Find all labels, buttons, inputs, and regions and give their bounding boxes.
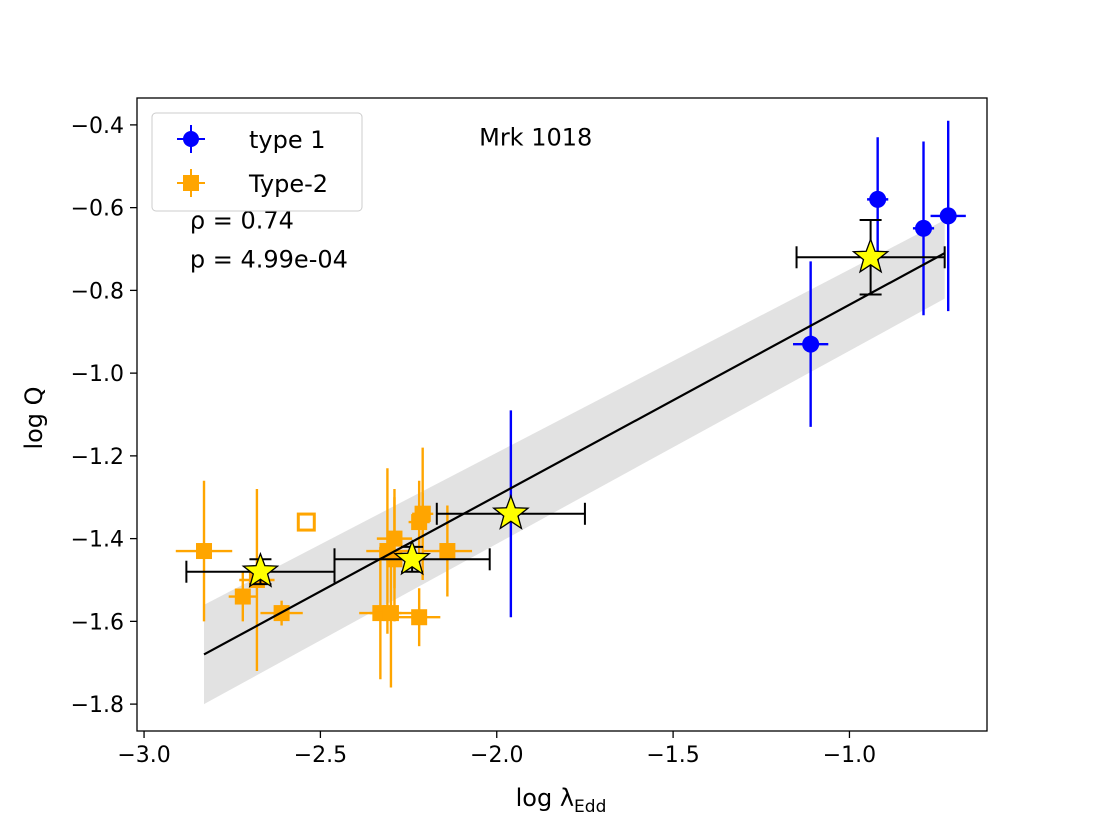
data-point-star <box>795 219 946 296</box>
data-point-marker <box>491 493 530 530</box>
data-point-marker <box>411 609 428 626</box>
data-point-marker <box>915 219 933 237</box>
x-tick-label: −2.0 <box>470 743 523 768</box>
confidence-band <box>204 220 945 705</box>
legend-label-type-1: type 1 <box>249 126 326 154</box>
annotation-text: Mrk 1018 <box>479 124 592 152</box>
data-point-square <box>369 538 413 688</box>
x-axis-label-main: log λ <box>516 784 574 812</box>
data-point-square <box>414 493 431 535</box>
data-point-marker <box>196 543 213 560</box>
legend-entry-type-2: Type-2 <box>177 169 328 198</box>
series-star <box>185 219 946 588</box>
data-point-marker <box>234 588 251 605</box>
x-axis-label: log λEdd <box>516 784 607 817</box>
data-point-marker <box>439 543 456 560</box>
data-point-star <box>435 493 586 530</box>
data-point-open-square <box>296 512 316 532</box>
y-tick-label: −1.4 <box>71 528 124 553</box>
data-point-marker <box>851 237 890 274</box>
legend-marker-type-1 <box>183 131 199 147</box>
legend-label-type-2: Type-2 <box>248 170 328 198</box>
x-tick-label: −1.5 <box>646 743 699 768</box>
x-tick-label: −1.0 <box>823 743 876 768</box>
x-axis-label-subscript: Edd <box>574 797 606 817</box>
plot-data-layer <box>175 120 966 705</box>
data-point-marker <box>869 190 887 208</box>
legend: type 1 Type-2 <box>151 112 363 212</box>
data-point-circle <box>867 137 889 262</box>
y-tick-label: −1.2 <box>71 445 124 470</box>
data-point-circle <box>912 141 935 316</box>
y-tick-label: −0.8 <box>71 279 124 304</box>
y-tick-label: −1.0 <box>71 362 124 387</box>
legend-marker-type-2 <box>183 175 199 191</box>
data-point-circle <box>793 261 829 427</box>
y-tick-label: −1.6 <box>71 610 124 635</box>
series-open-square <box>296 512 316 532</box>
data-point-circle <box>930 120 966 312</box>
y-axis-ticks: −1.8 −1.6 −1.4 −1.2 −1.0 −0.8 −0.6 −0.4 <box>71 114 137 718</box>
data-point-marker <box>414 505 431 522</box>
fit-line <box>203 252 946 656</box>
y-tick-label: −1.8 <box>71 693 124 718</box>
x-axis-ticks: −3.0 −2.5 −2.0 −1.5 −1.0 <box>117 731 876 768</box>
annotation-text: p = 4.99e-04 <box>190 246 348 274</box>
data-point-marker <box>393 539 432 576</box>
data-point-marker <box>382 605 399 622</box>
legend-entry-type-1: type 1 <box>177 125 326 154</box>
data-point-square <box>422 505 473 597</box>
data-point-square <box>175 480 233 622</box>
data-point-marker <box>241 551 280 588</box>
data-point-star <box>333 539 491 576</box>
data-point-marker <box>296 512 316 532</box>
y-axis-label: log Q <box>20 386 48 449</box>
y-tick-label: −0.6 <box>71 197 124 222</box>
axes-frame <box>136 97 988 732</box>
data-point-marker <box>939 207 957 225</box>
y-tick-label: −0.4 <box>71 114 124 139</box>
data-point-marker <box>802 335 820 353</box>
legend-box <box>151 112 363 212</box>
data-point-square <box>397 588 441 647</box>
x-tick-label: −3.0 <box>117 743 170 768</box>
x-tick-label: −2.5 <box>294 743 347 768</box>
